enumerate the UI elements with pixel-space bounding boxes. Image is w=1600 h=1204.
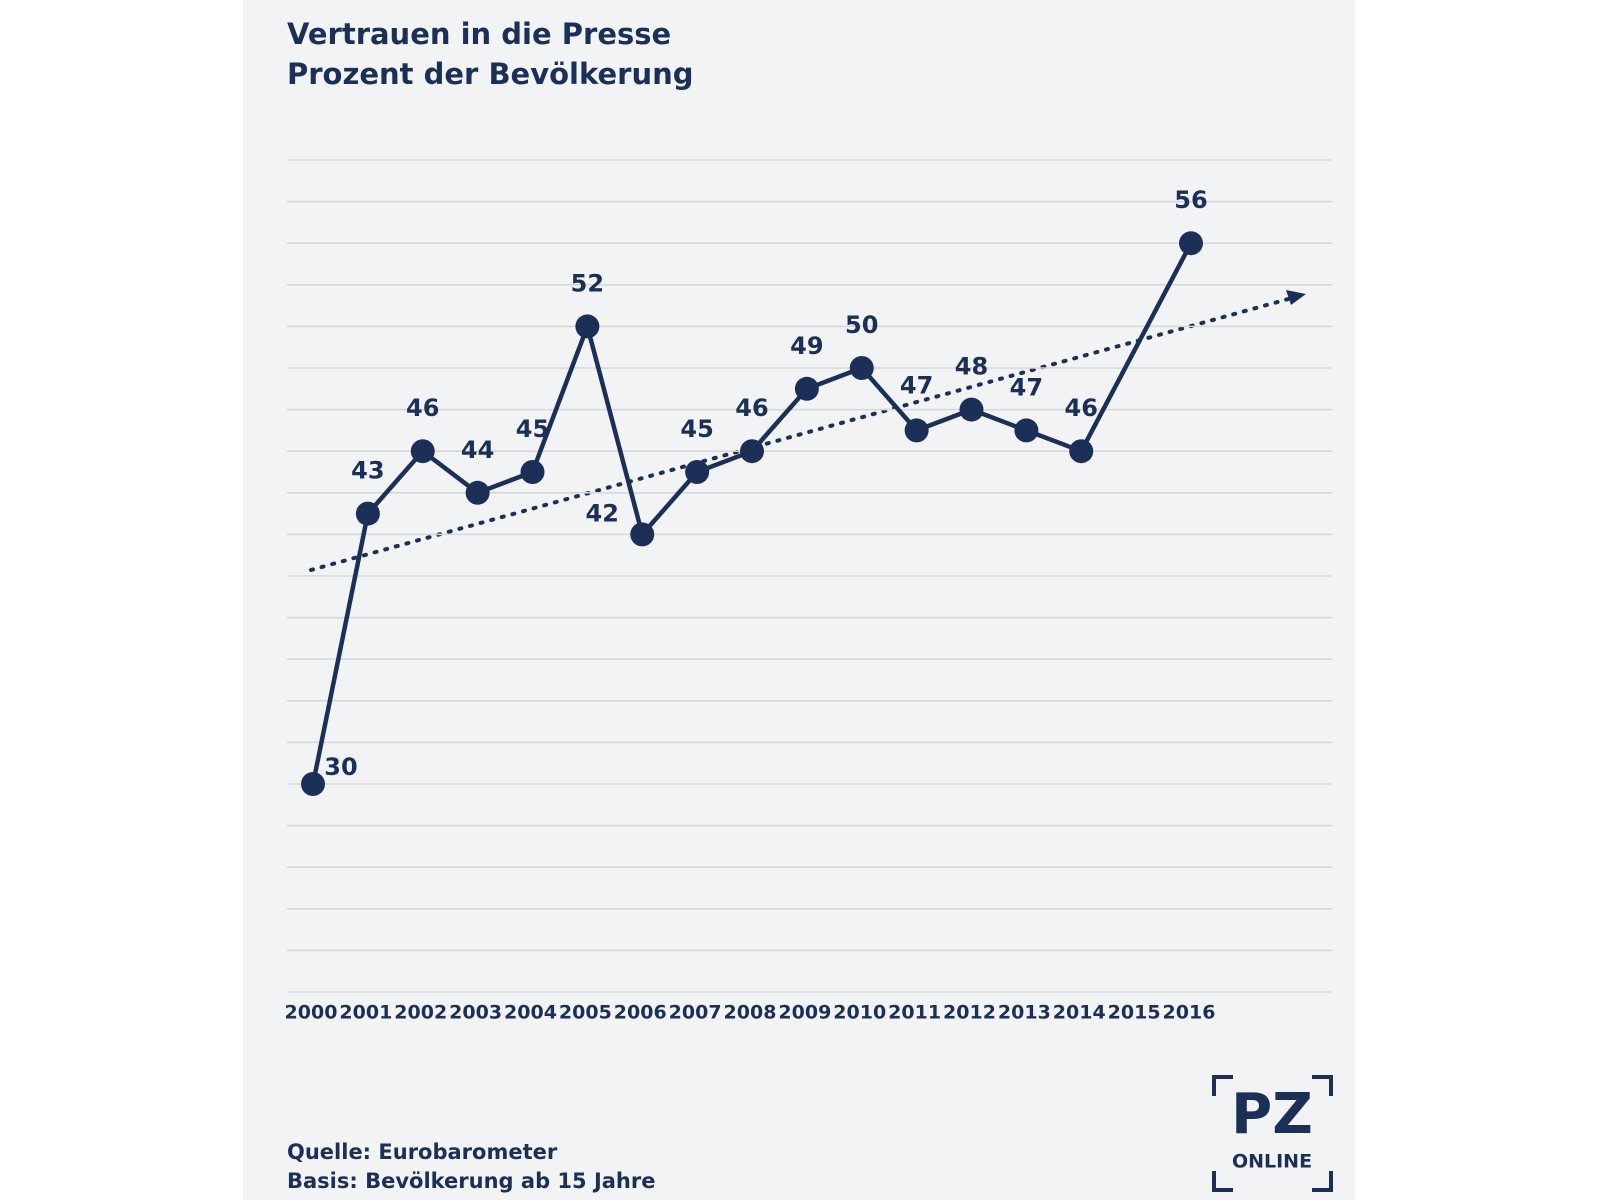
point (520, 460, 545, 484)
basis: Basis: Bevölkerung ab 15 Jahre (287, 1169, 655, 1193)
point (904, 418, 929, 443)
data-label: 45 (680, 415, 713, 443)
data-label: 30 (324, 753, 357, 781)
point (740, 439, 764, 464)
point (1069, 439, 1094, 464)
x-tick-label: 2005 (559, 1002, 612, 1024)
data-label: 47 (1010, 373, 1043, 401)
point (794, 376, 819, 401)
point (355, 501, 380, 526)
point (1179, 231, 1203, 256)
data-label: 56 (1174, 186, 1207, 214)
x-tick-label: 2007 (669, 1002, 722, 1024)
data-label: 49 (790, 332, 823, 360)
x-tick-label: 2004 (504, 1002, 557, 1024)
trend-arrow (1286, 290, 1306, 305)
point (301, 772, 325, 796)
line (310, 242, 1193, 785)
x-tick-label: 2009 (778, 1002, 831, 1024)
data-label: 47 (900, 371, 933, 399)
logo-online: ONLINE (1232, 1151, 1312, 1173)
point (465, 480, 490, 505)
x-tick-label: 2016 (1163, 1002, 1216, 1024)
point (685, 460, 710, 484)
x-tick-label: 2002 (394, 1002, 447, 1024)
logo-pz: PZ (1231, 1082, 1313, 1147)
x-tick-label: 2010 (833, 1002, 886, 1024)
point (1014, 418, 1039, 443)
chart-subtitle: Prozent der Bevölkerung (287, 57, 694, 91)
source: Quelle: Eurobarometer (287, 1140, 558, 1164)
x-tick-label: 2015 (1108, 1002, 1161, 1024)
data-label: 42 (586, 499, 619, 527)
point (630, 522, 655, 547)
x-tick-label: 2012 (943, 1002, 996, 1024)
x-tick-label: 2000 (285, 1002, 338, 1024)
point (849, 356, 874, 380)
data-label: 44 (461, 436, 494, 464)
x-tick-label: 2013 (998, 1002, 1051, 1024)
logo-frame (1212, 1075, 1333, 1192)
data-label: 46 (735, 394, 768, 422)
point (959, 397, 984, 422)
x-tick-label: 2003 (449, 1002, 502, 1024)
x-tick-label: 2006 (614, 1002, 667, 1024)
x-tick-label: 2011 (888, 1002, 941, 1024)
x-tick-label: 2014 (1053, 1002, 1106, 1024)
data-label: 50 (845, 311, 878, 339)
point (410, 439, 435, 464)
data-label: 46 (406, 394, 439, 422)
chart-title: Vertrauen in die Presse (287, 17, 671, 51)
x-tick-label: 2001 (339, 1002, 392, 1024)
point (575, 314, 600, 339)
data-label: 43 (351, 457, 384, 485)
data-label: 45 (516, 415, 549, 443)
x-tick-label: 2008 (724, 1002, 777, 1024)
trend-line (309, 296, 1294, 572)
panel (243, 0, 1355, 1200)
data-label: 52 (571, 269, 604, 297)
data-label: 46 (1065, 394, 1098, 422)
data-label: 48 (955, 353, 988, 381)
